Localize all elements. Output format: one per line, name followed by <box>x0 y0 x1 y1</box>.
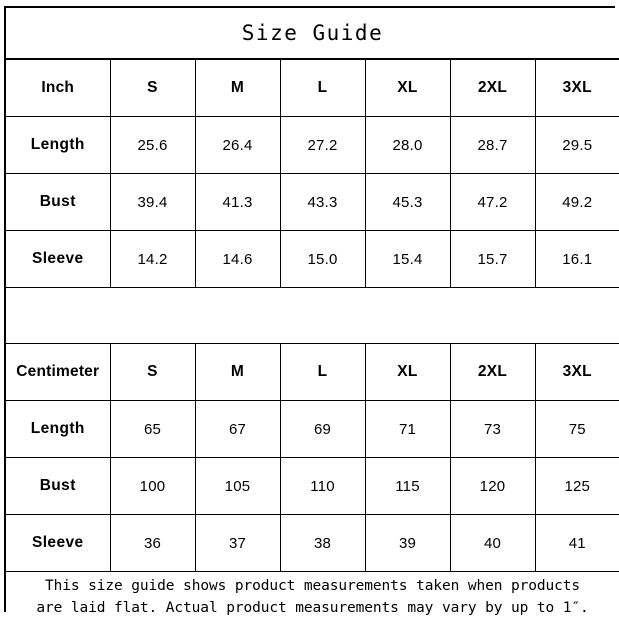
inch-length-m: 26.4 <box>195 117 280 174</box>
cm-length-xl: 71 <box>365 401 450 458</box>
footer-row: This size guide shows product measuremen… <box>6 572 619 624</box>
inch-length-3xl: 29.5 <box>535 117 619 174</box>
cm-sleeve-3xl: 41 <box>535 515 619 572</box>
table-row: Sleeve 14.2 14.6 15.0 15.4 15.7 16.1 <box>6 231 619 288</box>
cm-length-l: 69 <box>280 401 365 458</box>
inch-header-row: Inch S M L XL 2XL 3XL <box>6 59 619 117</box>
inch-column-header-l: L <box>280 59 365 117</box>
table-row: Sleeve 36 37 38 39 40 41 <box>6 515 619 572</box>
cm-sleeve-s: 36 <box>110 515 195 572</box>
inch-unit-label: Inch <box>6 59 110 117</box>
inch-column-header-xl: XL <box>365 59 450 117</box>
inch-bust-s: 39.4 <box>110 174 195 231</box>
inch-bust-3xl: 49.2 <box>535 174 619 231</box>
cm-length-2xl: 73 <box>450 401 535 458</box>
inch-column-header-s: S <box>110 59 195 117</box>
cm-column-header-s: S <box>110 344 195 401</box>
cm-length-m: 67 <box>195 401 280 458</box>
cm-sleeve-m: 37 <box>195 515 280 572</box>
size-guide-table-frame: Size Guide Inch S M L XL 2XL 3XL Length … <box>4 6 615 612</box>
cm-column-header-m: M <box>195 344 280 401</box>
inch-length-s: 25.6 <box>110 117 195 174</box>
inch-sleeve-3xl: 16.1 <box>535 231 619 288</box>
cm-length-s: 65 <box>110 401 195 458</box>
table-row: Bust 100 105 110 115 120 125 <box>6 458 619 515</box>
inch-bust-2xl: 47.2 <box>450 174 535 231</box>
inch-sleeve-s: 14.2 <box>110 231 195 288</box>
inch-bust-m: 41.3 <box>195 174 280 231</box>
inch-length-xl: 28.0 <box>365 117 450 174</box>
centimeter-header-row: Centimeter S M L XL 2XL 3XL <box>6 344 619 401</box>
cm-bust-2xl: 120 <box>450 458 535 515</box>
size-guide-note: This size guide shows product measuremen… <box>6 572 619 624</box>
cm-column-header-3xl: 3XL <box>535 344 619 401</box>
size-guide-note-line-2: are laid flat. Actual product measuremen… <box>6 598 619 620</box>
size-guide-note-line-1: This size guide shows product measuremen… <box>6 576 619 598</box>
cm-bust-m: 105 <box>195 458 280 515</box>
inch-row-label-bust: Bust <box>6 174 110 231</box>
cm-sleeve-xl: 39 <box>365 515 450 572</box>
cm-row-label-bust: Bust <box>6 458 110 515</box>
centimeter-unit-label: Centimeter <box>6 344 110 401</box>
cm-bust-l: 110 <box>280 458 365 515</box>
inch-bust-l: 43.3 <box>280 174 365 231</box>
cm-bust-s: 100 <box>110 458 195 515</box>
table-row: Length 65 67 69 71 73 75 <box>6 401 619 458</box>
size-guide-table: Size Guide Inch S M L XL 2XL 3XL Length … <box>6 8 619 624</box>
inch-length-2xl: 28.7 <box>450 117 535 174</box>
inch-row-label-sleeve: Sleeve <box>6 231 110 288</box>
page-title: Size Guide <box>6 8 619 59</box>
cm-column-header-xl: XL <box>365 344 450 401</box>
inch-sleeve-xl: 15.4 <box>365 231 450 288</box>
inch-length-l: 27.2 <box>280 117 365 174</box>
cm-row-label-sleeve: Sleeve <box>6 515 110 572</box>
inch-column-header-m: M <box>195 59 280 117</box>
title-row: Size Guide <box>6 8 619 59</box>
cm-sleeve-2xl: 40 <box>450 515 535 572</box>
cm-bust-xl: 115 <box>365 458 450 515</box>
table-spacer-row <box>6 288 619 344</box>
inch-column-header-3xl: 3XL <box>535 59 619 117</box>
table-row: Bust 39.4 41.3 43.3 45.3 47.2 49.2 <box>6 174 619 231</box>
table-row: Length 25.6 26.4 27.2 28.0 28.7 29.5 <box>6 117 619 174</box>
cm-length-3xl: 75 <box>535 401 619 458</box>
cm-column-header-l: L <box>280 344 365 401</box>
inch-column-header-2xl: 2XL <box>450 59 535 117</box>
inch-sleeve-m: 14.6 <box>195 231 280 288</box>
cm-row-label-length: Length <box>6 401 110 458</box>
table-spacer-cell <box>6 288 619 344</box>
cm-bust-3xl: 125 <box>535 458 619 515</box>
cm-sleeve-l: 38 <box>280 515 365 572</box>
inch-sleeve-2xl: 15.7 <box>450 231 535 288</box>
cm-column-header-2xl: 2XL <box>450 344 535 401</box>
inch-bust-xl: 45.3 <box>365 174 450 231</box>
inch-sleeve-l: 15.0 <box>280 231 365 288</box>
inch-row-label-length: Length <box>6 117 110 174</box>
